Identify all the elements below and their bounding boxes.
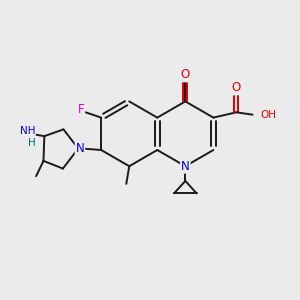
Text: NH: NH bbox=[20, 126, 35, 136]
Text: N: N bbox=[181, 160, 190, 173]
Text: F: F bbox=[78, 103, 84, 116]
Text: O: O bbox=[232, 81, 241, 94]
Text: N: N bbox=[76, 142, 84, 155]
Text: O: O bbox=[181, 68, 190, 81]
Text: OH: OH bbox=[261, 110, 277, 120]
Text: H: H bbox=[28, 138, 36, 148]
